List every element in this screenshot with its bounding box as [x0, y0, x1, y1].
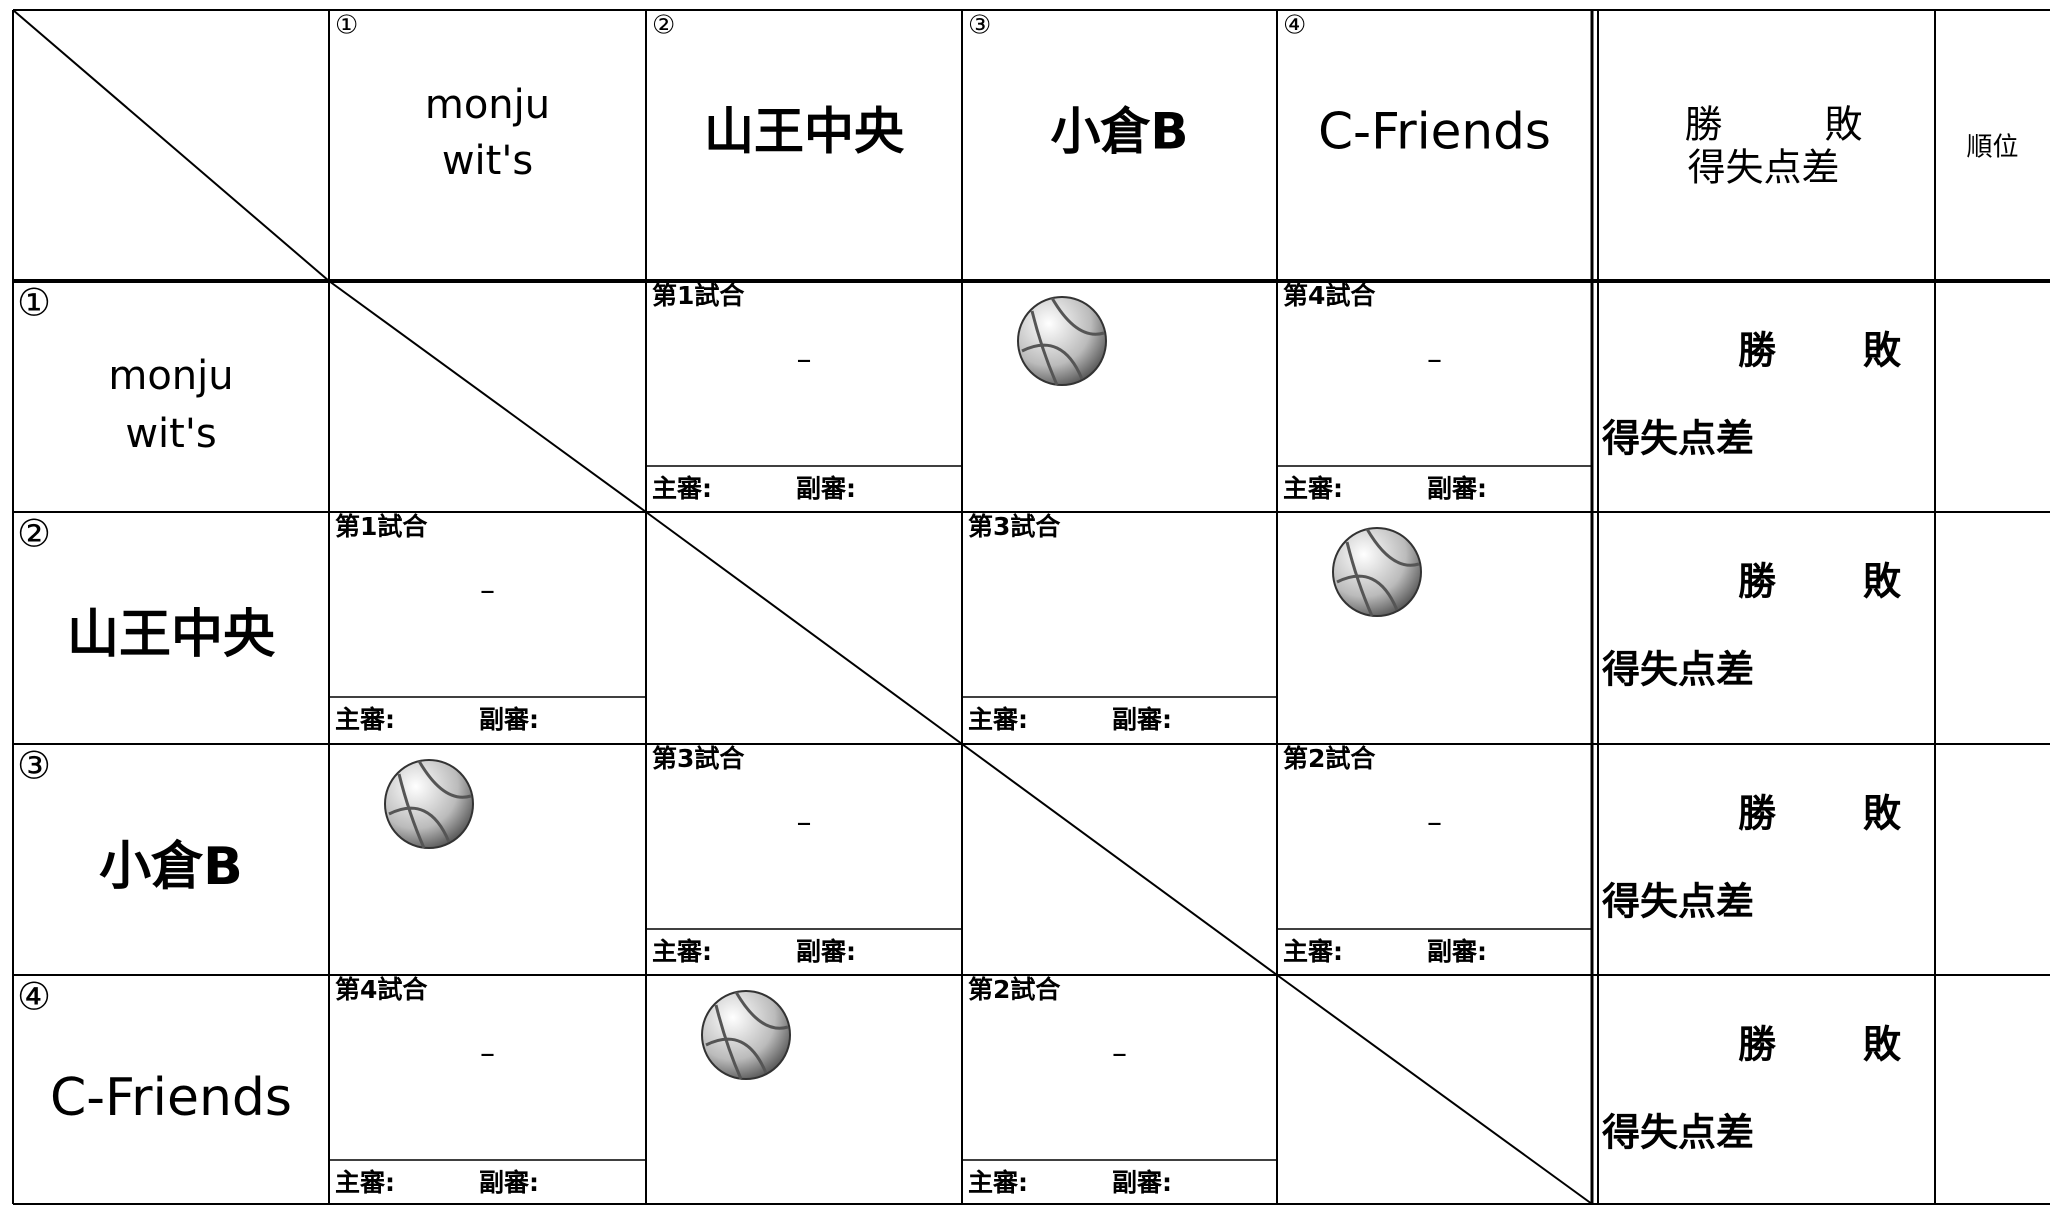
assistant-referee-label: 副審: [796, 937, 856, 966]
result-header-diff: 得失点差 [1687, 146, 1839, 190]
result-win: 勝 [1738, 329, 1777, 373]
referee-label: 主審: [1283, 937, 1343, 966]
result-diff: 得失点差 [1602, 648, 1754, 692]
result-win: 勝 [1738, 792, 1777, 836]
volleyball-icon [1017, 296, 1107, 386]
match-score: – [1427, 343, 1442, 378]
referee-label: 主審: [968, 705, 1028, 734]
match-label: 第3試合 [652, 744, 745, 773]
row-team-name: C-Friends [50, 1068, 292, 1128]
result-diff: 得失点差 [1602, 417, 1754, 461]
match-score: – [480, 574, 495, 609]
cell-diagonal [328, 280, 647, 513]
row-number: ③ [17, 744, 51, 788]
column-team-name: wit's [442, 138, 533, 184]
match-label: 第1試合 [652, 281, 745, 310]
referee-label: 主審: [335, 1168, 395, 1197]
volleyball-icon [384, 759, 474, 849]
volleyball-seam [1336, 528, 1420, 617]
corner-diagonal [12, 9, 330, 282]
assistant-referee-label: 副審: [479, 1168, 539, 1197]
referee-label: 主審: [652, 937, 712, 966]
assistant-referee-label: 副審: [1427, 474, 1487, 503]
match-score: – [1427, 806, 1442, 841]
result-loss: 敗 [1863, 1023, 1902, 1067]
row-team-name: 山王中央 [67, 605, 276, 665]
row-team-name: 小倉B [99, 837, 243, 897]
result-loss: 敗 [1863, 792, 1902, 836]
result-header-win: 勝 [1684, 103, 1722, 147]
match-label: 第2試合 [968, 975, 1061, 1004]
assistant-referee-label: 副審: [1112, 705, 1172, 734]
result-diff: 得失点差 [1602, 1111, 1754, 1155]
volleyball-icon [1332, 527, 1422, 617]
result-loss: 敗 [1863, 560, 1902, 604]
column-team-name: 山王中央 [704, 103, 905, 161]
result-diff: 得失点差 [1602, 880, 1754, 924]
result-loss: 敗 [1863, 329, 1902, 373]
match-label: 第2試合 [1283, 744, 1376, 773]
assistant-referee-label: 副審: [1427, 937, 1487, 966]
column-team-name: monju [425, 82, 550, 128]
row-team-name: wit's [125, 411, 216, 457]
assistant-referee-label: 副審: [479, 705, 539, 734]
match-label: 第3試合 [968, 512, 1061, 541]
match-label: 第4試合 [1283, 281, 1376, 310]
row-team-name: monju [108, 353, 233, 399]
volleyball-seam [705, 991, 789, 1080]
column-number: ① [335, 11, 358, 41]
row-number: ① [17, 281, 51, 325]
match-score: – [1112, 1037, 1127, 1072]
referee-label: 主審: [652, 474, 712, 503]
volleyball-seam [1021, 297, 1105, 386]
row-number: ④ [17, 975, 51, 1019]
assistant-referee-label: 副審: [1112, 1168, 1172, 1197]
referee-label: 主審: [968, 1168, 1028, 1197]
cell-diagonal [645, 511, 963, 745]
column-number: ③ [968, 11, 991, 41]
column-team-name: 小倉B [1050, 103, 1188, 161]
volleyball-icon [701, 990, 791, 1080]
match-label: 第4試合 [335, 975, 428, 1004]
cell-diagonal [961, 743, 1278, 976]
row-number: ② [17, 512, 51, 556]
column-number: ④ [1283, 11, 1306, 41]
column-number: ② [652, 11, 675, 41]
column-team-name: C-Friends [1318, 103, 1551, 161]
match-score: – [797, 343, 812, 378]
match-score: – [797, 806, 812, 841]
result-win: 勝 [1738, 1023, 1777, 1067]
volleyball-seam [388, 760, 472, 849]
match-label: 第1試合 [335, 512, 428, 541]
assistant-referee-label: 副審: [796, 474, 856, 503]
referee-label: 主審: [1283, 474, 1343, 503]
referee-label: 主審: [335, 705, 395, 734]
rank-header: 順位 [1966, 133, 2018, 163]
result-win: 勝 [1738, 560, 1777, 604]
cell-diagonal [1276, 974, 1593, 1205]
match-score: – [480, 1037, 495, 1072]
result-header-loss: 敗 [1824, 103, 1862, 147]
